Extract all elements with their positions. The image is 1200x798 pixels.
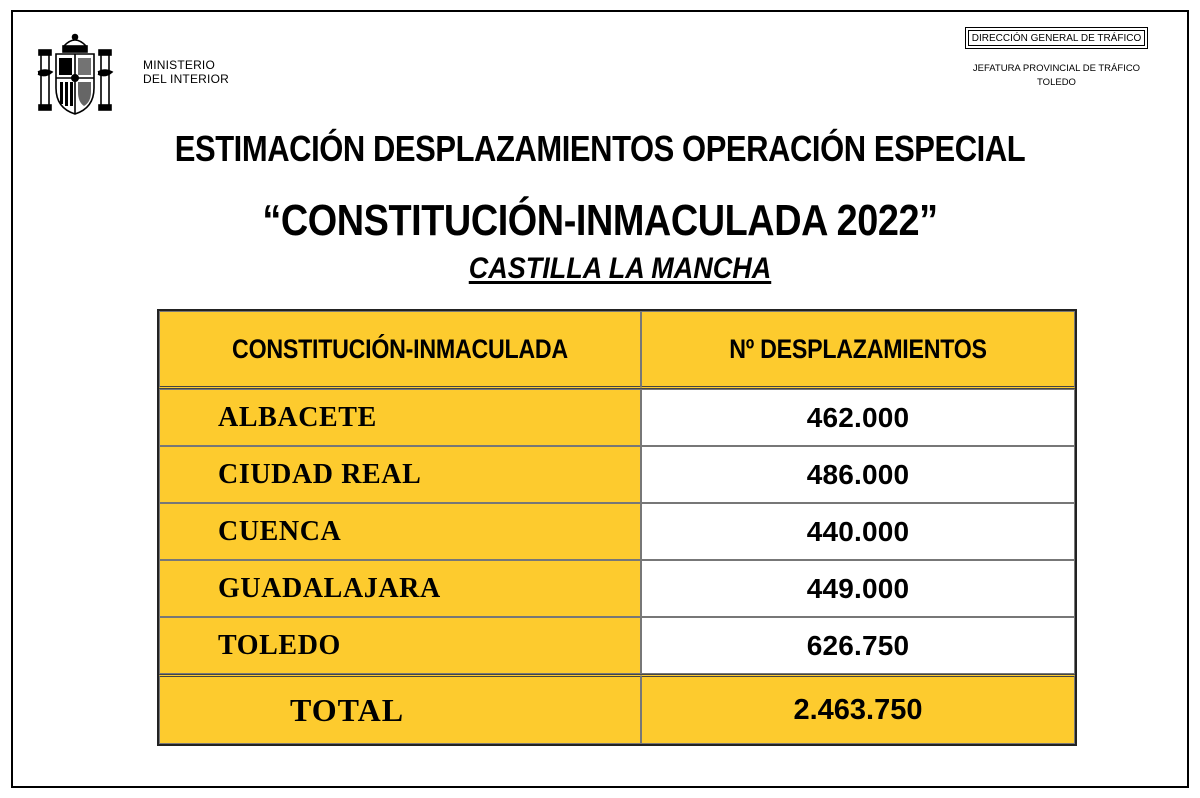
total-row: TOTAL 2.463.750	[159, 674, 1075, 744]
operation-title: “CONSTITUCIÓN-INMACULADA 2022”	[262, 196, 938, 245]
region-subtitle: CASTILLA LA MANCHA	[468, 252, 772, 285]
dgt-box: DIRECCIÓN GENERAL DE TRÁFICO	[965, 27, 1148, 49]
total-label: TOTAL	[159, 674, 641, 744]
main-title: ESTIMACIÓN DESPLAZAMIENTOS OPERACIÓN ESP…	[174, 128, 1026, 169]
province-cell: CIUDAD REAL	[159, 446, 641, 503]
value-cell: 626.750	[641, 617, 1075, 674]
province-cell: ALBACETE	[159, 389, 641, 446]
spain-coat-of-arms-icon	[37, 33, 114, 115]
value-cell: 449.000	[641, 560, 1075, 617]
value-cell: 486.000	[641, 446, 1075, 503]
dgt-box-label: DIRECCIÓN GENERAL DE TRÁFICO	[968, 30, 1145, 46]
province-cell: CUENCA	[159, 503, 641, 560]
value-cell: 440.000	[641, 503, 1075, 560]
province-cell: TOLEDO	[159, 617, 641, 674]
jefatura: JEFATURA PROVINCIAL DE TRÁFICO TOLEDO	[955, 62, 1158, 90]
ministry-line-1: MINISTERIO	[143, 58, 216, 72]
jefatura-line-1: JEFATURA PROVINCIAL DE TRÁFICO	[972, 63, 1141, 74]
table-header-row: CONSTITUCIÓN-INMACULADA Nº DESPLAZAMIENT…	[159, 311, 1075, 389]
table-row: GUADALAJARA 449.000	[159, 560, 1075, 617]
table-row: TOLEDO 626.750	[159, 617, 1075, 674]
province-cell: GUADALAJARA	[159, 560, 641, 617]
jefatura-line-2: TOLEDO	[1037, 77, 1076, 88]
ministry-name: MINISTERIO DEL INTERIOR	[143, 58, 229, 86]
table-row: CIUDAD REAL 486.000	[159, 446, 1075, 503]
header-label-operation: CONSTITUCIÓN-INMACULADA	[232, 333, 568, 364]
ministry-line-2: DEL INTERIOR	[143, 72, 229, 86]
displacements-table: CONSTITUCIÓN-INMACULADA Nº DESPLAZAMIENT…	[157, 309, 1077, 746]
table-row: CUENCA 440.000	[159, 503, 1075, 560]
total-value: 2.463.750	[641, 674, 1075, 744]
header-label-count: Nº DESPLAZAMIENTOS	[729, 333, 987, 364]
value-cell: 462.000	[641, 389, 1075, 446]
table-row: ALBACETE 462.000	[159, 389, 1075, 446]
header-cell-operation: CONSTITUCIÓN-INMACULADA	[159, 311, 641, 389]
header-cell-count: Nº DESPLAZAMIENTOS	[641, 311, 1075, 389]
